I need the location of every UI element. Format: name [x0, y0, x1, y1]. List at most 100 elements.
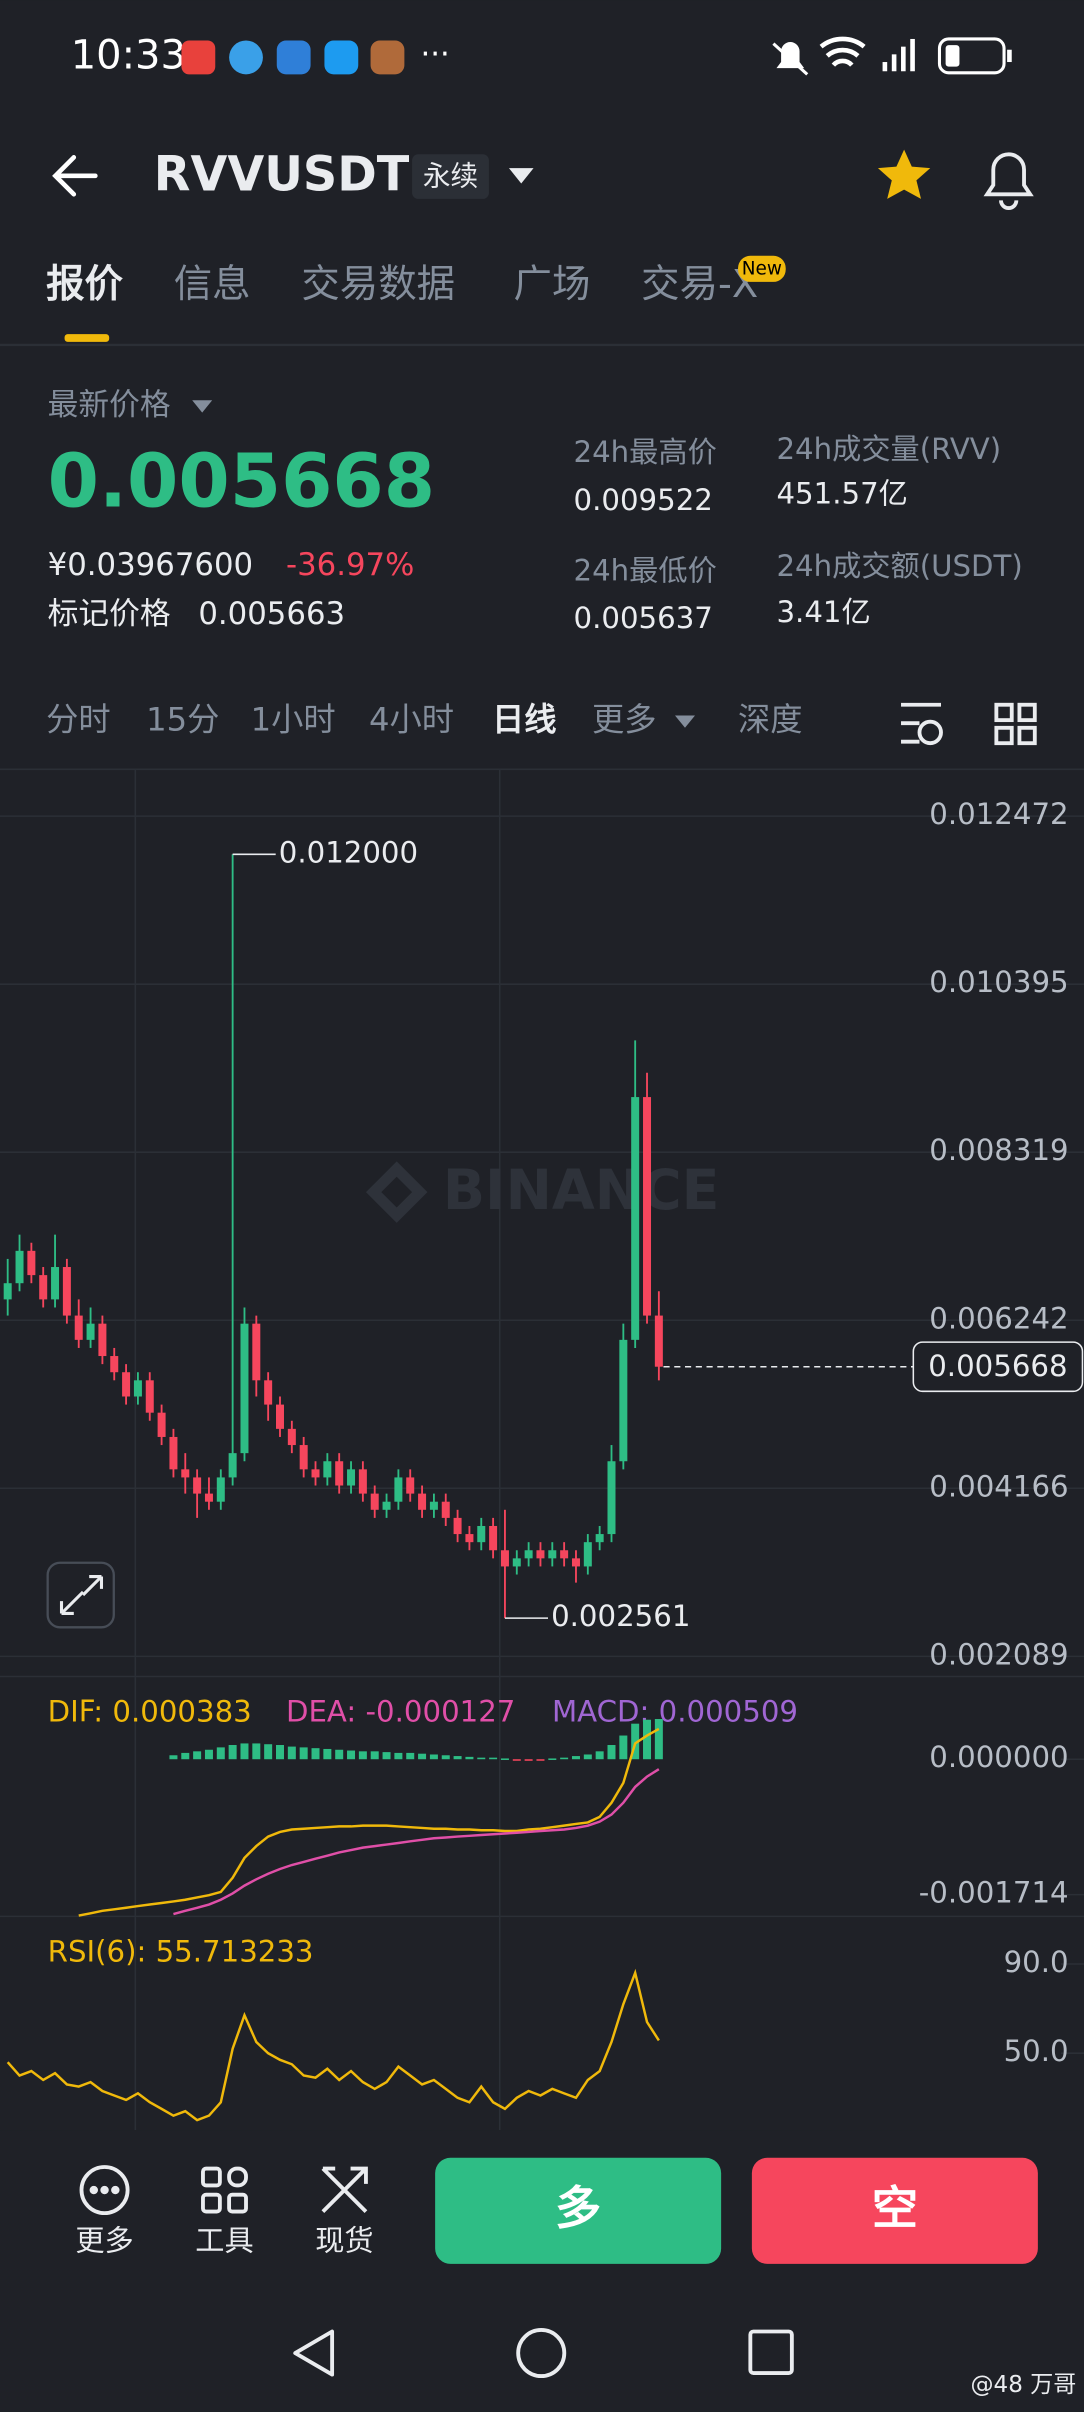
macd-bar: [311, 1748, 320, 1760]
rsi-tick-label: 90.0: [1004, 1945, 1069, 1979]
current-price-label: 0.005668: [928, 1349, 1067, 1383]
expand-icon: [59, 1575, 104, 1615]
candle-body: [382, 1501, 391, 1510]
macd-bar: [512, 1759, 521, 1761]
candle-body: [86, 1323, 95, 1340]
candle-body: [240, 1323, 249, 1454]
macd-bar: [536, 1759, 545, 1761]
macd-bar: [323, 1748, 332, 1760]
candle-body: [406, 1477, 415, 1494]
candle-body: [27, 1250, 36, 1276]
macd-bar: [204, 1749, 213, 1760]
tab[interactable]: 报价: [46, 262, 123, 307]
price-tick-label: 0.002089: [929, 1637, 1068, 1671]
bottom-button-label[interactable]: 工具: [195, 2223, 253, 2257]
interval-tab[interactable]: 4小时: [369, 701, 454, 739]
more-dropdown[interactable]: [675, 715, 695, 728]
layout-button[interactable]: [994, 702, 1037, 746]
candle-body: [228, 1453, 237, 1478]
long-button[interactable]: [435, 2157, 722, 2264]
candle-body: [536, 1550, 545, 1559]
macd-bar: [335, 1749, 344, 1760]
interval-tab[interactable]: 日线: [492, 701, 557, 739]
symbol-dropdown[interactable]: [508, 168, 534, 184]
long-label: 多: [555, 2181, 601, 2235]
macd-bar: [607, 1745, 616, 1760]
macd-bar: [619, 1735, 628, 1760]
candle-body: [181, 1469, 190, 1478]
candle-body: [299, 1445, 308, 1470]
interval-tab[interactable]: 深度: [738, 701, 803, 739]
price-tick-label: 0.004166: [929, 1469, 1068, 1503]
credit: @48 万哥: [971, 2372, 1077, 2398]
interval-tab[interactable]: 15分: [146, 701, 219, 739]
stat-value: 0.005637: [574, 601, 713, 635]
macd-bar: [571, 1756, 580, 1760]
symbol: RVVUSDT: [154, 147, 410, 202]
tab[interactable]: 广场: [514, 262, 591, 307]
short-button[interactable]: [751, 2157, 1038, 2264]
candle-body: [465, 1534, 474, 1543]
candle-body: [193, 1477, 202, 1494]
candle-body: [489, 1525, 498, 1551]
back-button[interactable]: [52, 155, 98, 197]
price-change: -36.97%: [286, 547, 414, 583]
tab[interactable]: 信息: [174, 262, 251, 307]
label-dropdown[interactable]: [192, 400, 213, 413]
interval-tab[interactable]: 分时: [46, 701, 111, 739]
stat-value: 3.41亿: [776, 595, 870, 629]
interval-tab[interactable]: 1小时: [251, 701, 336, 739]
candle-body: [204, 1493, 213, 1502]
candle-body: [595, 1534, 604, 1543]
stat-value: 0.009522: [574, 483, 713, 517]
bottom-button-label[interactable]: 现货: [315, 2223, 373, 2257]
candle-body: [441, 1501, 450, 1518]
candle-body: [524, 1550, 533, 1559]
dif-label: DIF: 0.000383: [48, 1694, 252, 1728]
macd-bar: [654, 1719, 663, 1760]
stat-label: 24h最低价: [574, 554, 717, 588]
price-tick-label: 0.010395: [929, 965, 1068, 999]
macd-bar: [583, 1754, 592, 1760]
macd-bar: [631, 1723, 640, 1760]
mark-price-label: 标记价格: [48, 596, 171, 632]
macd-bar: [193, 1751, 202, 1760]
macd-bar: [406, 1752, 415, 1760]
macd-bar: [287, 1746, 296, 1760]
macd-bar: [429, 1754, 438, 1760]
candle-body: [643, 1097, 652, 1316]
tab[interactable]: 交易数据: [301, 262, 455, 307]
macd-bar: [560, 1757, 569, 1760]
bell[interactable]: [983, 152, 1034, 210]
chart-frame: [0, 769, 1084, 2131]
candle-body: [335, 1461, 344, 1486]
dea-label: DEA: -0.000127: [286, 1694, 515, 1728]
new-badge-text: New: [742, 259, 782, 280]
candle-body: [98, 1323, 107, 1357]
macd-bar: [240, 1743, 249, 1760]
candle-body: [512, 1558, 521, 1567]
nav-bar[interactable]: [293, 2328, 794, 2379]
macd-bar: [216, 1747, 225, 1760]
candle-body: [619, 1339, 628, 1462]
macd-bar: [299, 1747, 308, 1760]
macd-bar: [275, 1745, 284, 1760]
short-label: 空: [872, 2181, 918, 2235]
indicator-settings[interactable]: [901, 702, 943, 746]
macd-bar: [489, 1757, 498, 1760]
watermark: BINANCE: [443, 1159, 720, 1223]
candle-body: [122, 1372, 131, 1397]
favorite-star[interactable]: [877, 149, 931, 199]
bottom-button-label[interactable]: 更多: [75, 2223, 133, 2257]
candle-body: [500, 1550, 509, 1567]
candle-body: [548, 1550, 557, 1559]
stat-label: 24h成交额(USDT): [776, 549, 1022, 583]
contract-label: 永续: [423, 159, 478, 192]
interval-tab[interactable]: 更多: [592, 701, 657, 739]
candle-body: [39, 1275, 48, 1300]
macd-tick-label: -0.001714: [919, 1876, 1069, 1910]
candle-body: [631, 1097, 640, 1340]
